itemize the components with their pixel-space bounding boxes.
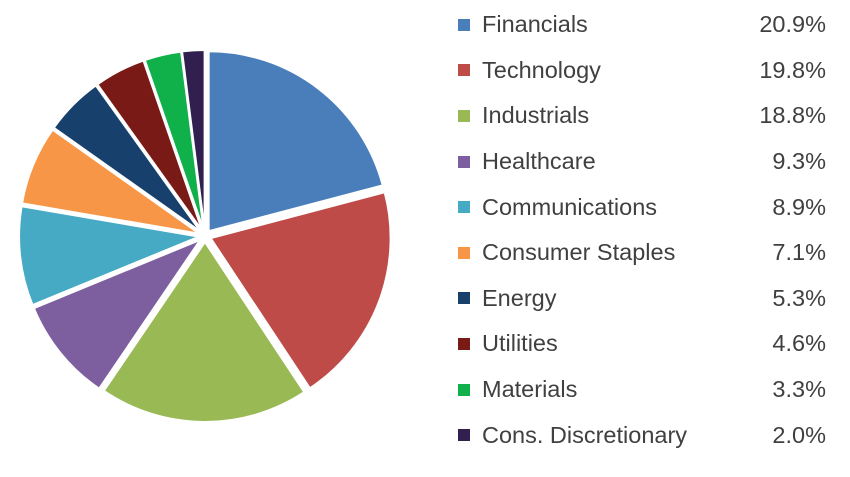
legend-label-healthcare: Healthcare <box>482 148 596 175</box>
legend-label-consumer-staples: Consumer Staples <box>482 239 676 266</box>
pie-chart <box>18 49 392 423</box>
legend-label-energy: Energy <box>482 284 557 311</box>
legend-value-industrials: 18.8% <box>759 102 826 129</box>
legend-swatch-energy <box>458 292 470 305</box>
pie-slice-financials <box>207 50 384 233</box>
legend-label-utilities: Utilities <box>482 330 558 357</box>
legend-swatch-materials <box>458 383 470 396</box>
legend-swatch-technology <box>458 64 470 77</box>
legend-value-materials: 3.3% <box>772 376 826 403</box>
legend-item-energy: Energy 5.3% <box>458 276 838 322</box>
pie-slice-industrials <box>102 240 306 423</box>
legend-label-communications: Communications <box>482 193 658 220</box>
pie-slice-materials <box>143 50 205 231</box>
legend-item-industrials: Industrials 18.8% <box>458 93 838 139</box>
legend-value-utilities: 4.6% <box>772 330 826 357</box>
legend-swatch-cons-discretionary <box>458 429 470 442</box>
legend-label-financials: Financials <box>482 11 588 38</box>
pie-slice-consumer-staples <box>20 128 201 235</box>
pie-slice-energy <box>52 84 202 233</box>
legend-value-cons-discretionary: 2.0% <box>772 421 826 448</box>
legend-item-utilities: Utilities 4.6% <box>458 321 838 367</box>
legend-swatch-financials <box>458 18 470 31</box>
legend-swatch-consumer-staples <box>458 246 470 259</box>
legend-value-energy: 5.3% <box>772 284 826 311</box>
legend-item-materials: Materials 3.3% <box>458 367 838 413</box>
pie-slice-technology <box>209 191 392 390</box>
legend-item-financials: Financials 20.9% <box>458 2 838 48</box>
legend-swatch-industrials <box>458 109 470 122</box>
pie-slice-healthcare <box>32 237 204 391</box>
legend-label-technology: Technology <box>482 56 601 83</box>
legend: Financials 20.9% Technology 19.8% Indust… <box>458 2 838 458</box>
legend-label-industrials: Industrials <box>482 102 590 129</box>
legend-value-healthcare: 9.3% <box>772 148 826 175</box>
pie-slice-utilities <box>95 59 204 232</box>
pie-slice-communications <box>18 205 203 307</box>
legend-item-technology: Technology 19.8% <box>458 48 838 94</box>
legend-label-materials: Materials <box>482 376 578 403</box>
pie-slice-cons-discretionary <box>180 49 206 231</box>
legend-label-cons-discretionary: Cons. Discretionary <box>482 421 688 448</box>
legend-item-consumer-staples: Consumer Staples 7.1% <box>458 230 838 276</box>
legend-swatch-utilities <box>458 337 470 350</box>
legend-value-consumer-staples: 7.1% <box>772 239 826 266</box>
legend-item-communications: Communications 8.9% <box>458 184 838 230</box>
legend-swatch-communications <box>458 201 470 214</box>
legend-item-cons-discretionary: Cons. Discretionary 2.0% <box>458 412 838 458</box>
legend-value-financials: 20.9% <box>759 11 826 38</box>
legend-swatch-healthcare <box>458 155 470 168</box>
legend-value-technology: 19.8% <box>759 56 826 83</box>
legend-value-communications: 8.9% <box>772 193 826 220</box>
legend-item-healthcare: Healthcare 9.3% <box>458 139 838 185</box>
